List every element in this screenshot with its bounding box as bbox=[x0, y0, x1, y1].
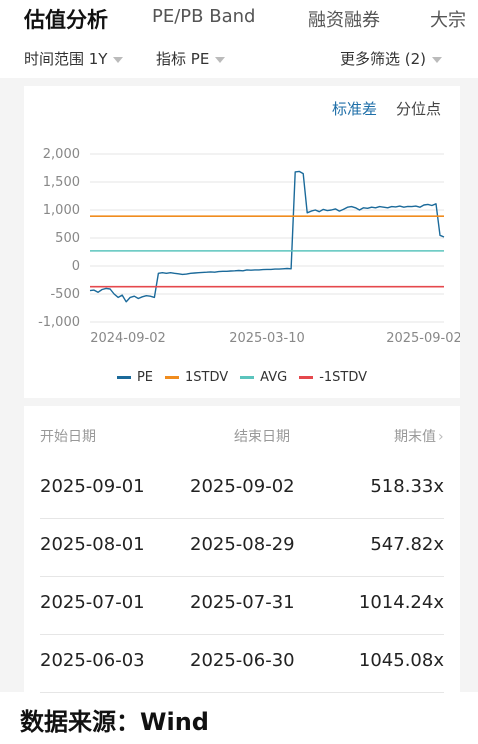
legend-item[interactable]: 1STDV bbox=[165, 370, 228, 385]
end-value-cell: 1045.08x bbox=[358, 650, 444, 671]
legend-label: -1STDV bbox=[319, 370, 368, 385]
end-value-cell: 518.33x bbox=[370, 476, 444, 497]
time-range-label: 时间范围 1Y bbox=[24, 50, 108, 68]
legend-swatch bbox=[116, 376, 131, 379]
end-date-cell: 2025-07-31 bbox=[190, 592, 295, 613]
chart-card: 标准差 分位点 2,000 1,500 1,000 500 0 -500 -1,000 202… bbox=[24, 86, 460, 398]
header-start-date: 开始日期 bbox=[40, 429, 96, 445]
legend-label: AVG bbox=[260, 370, 288, 385]
caret-down-icon bbox=[215, 56, 226, 63]
end-value-cell: 547.82x bbox=[370, 534, 444, 555]
chart-legend: PE 1STDV AVG -1STDV bbox=[24, 370, 460, 385]
percentile-toggle[interactable]: 分位点 bbox=[396, 100, 442, 118]
end-date-cell: 2025-08-29 bbox=[190, 534, 295, 555]
legend-item[interactable]: AVG bbox=[240, 370, 287, 385]
caret-down-icon bbox=[113, 56, 124, 63]
x-tick-label: 2025-03-10 bbox=[229, 331, 305, 346]
indicator-dropdown[interactable]: 指标 PE bbox=[156, 48, 226, 69]
table-row[interactable]: 2025-08-01 2025-08-29 547.82x bbox=[40, 518, 444, 577]
y-tick-label: 2,000 bbox=[43, 147, 80, 162]
y-tick-label: 1,000 bbox=[43, 203, 80, 218]
table-row[interactable]: 2025-09-01 2025-09-02 518.33x bbox=[40, 460, 444, 519]
start-date-cell: 2025-06-03 bbox=[40, 650, 145, 671]
tab-block-trade[interactable]: 大宗 bbox=[430, 10, 466, 31]
legend-label: 1STDV bbox=[185, 370, 229, 385]
y-tick-label: 0 bbox=[72, 259, 80, 274]
legend-item[interactable]: PE bbox=[116, 370, 154, 385]
chevron-right-icon: › bbox=[438, 429, 444, 445]
end-date-cell: 2025-09-02 bbox=[190, 476, 295, 497]
data-table: 开始日期 结束日期 期末值 › 2025-09-01 2025-09-02 518.3… bbox=[24, 406, 460, 693]
indicator-label: 指标 PE bbox=[156, 50, 210, 68]
start-date-cell: 2025-08-01 bbox=[40, 534, 145, 555]
x-tick-label: 2025-09-02 bbox=[386, 331, 460, 346]
top-tab-bar: 估值分析 PE/PB Band 融资融券 大宗 bbox=[0, 0, 478, 38]
y-tick-label: -500 bbox=[50, 287, 80, 302]
table-row[interactable]: 2025-06-03 2025-06-30 1045.08x bbox=[40, 634, 444, 693]
header-end-date: 结束日期 bbox=[234, 429, 290, 445]
more-filters-dropdown[interactable]: 更多筛选 (2) bbox=[340, 48, 443, 69]
series-pe-line bbox=[89, 170, 445, 303]
filter-bar: 时间范围 1Y 指标 PE 更多筛选 (2) bbox=[0, 38, 478, 79]
start-date-cell: 2025-09-01 bbox=[40, 476, 145, 497]
time-range-dropdown[interactable]: 时间范围 1Y bbox=[24, 48, 124, 69]
end-value-cell: 1014.24x bbox=[358, 592, 444, 613]
legend-swatch bbox=[165, 376, 180, 379]
legend-item[interactable]: -1STDV bbox=[299, 370, 367, 385]
x-tick-label: 2024-09-02 bbox=[90, 331, 166, 346]
legend-swatch bbox=[240, 376, 255, 379]
y-tick-label: 500 bbox=[55, 231, 80, 246]
std-dev-toggle[interactable]: 标准差 bbox=[332, 100, 378, 118]
end-date-cell: 2025-06-30 bbox=[190, 650, 295, 671]
tab-pe-pb-band[interactable]: PE/PB Band bbox=[152, 6, 256, 27]
legend-swatch bbox=[299, 376, 314, 379]
caret-down-icon bbox=[432, 56, 443, 63]
pe-chart: 2,000 1,500 1,000 500 0 -500 -1,000 2024-09-02 2… bbox=[38, 147, 460, 346]
y-tick-label: 1,500 bbox=[43, 175, 80, 190]
data-source-note: 数据来源：Wind bbox=[20, 708, 209, 736]
legend-label: PE bbox=[136, 370, 154, 385]
more-filters-label: 更多筛选 (2) bbox=[340, 50, 427, 68]
tab-margin-trading[interactable]: 融资融券 bbox=[308, 10, 380, 31]
y-tick-label: -1,000 bbox=[38, 315, 80, 330]
header-end-value[interactable]: 期末值 › bbox=[394, 429, 444, 445]
start-date-cell: 2025-07-01 bbox=[40, 592, 145, 613]
table-row[interactable]: 2025-07-01 2025-07-31 1014.24x bbox=[40, 576, 444, 635]
tab-valuation[interactable]: 估值分析 bbox=[24, 8, 108, 32]
